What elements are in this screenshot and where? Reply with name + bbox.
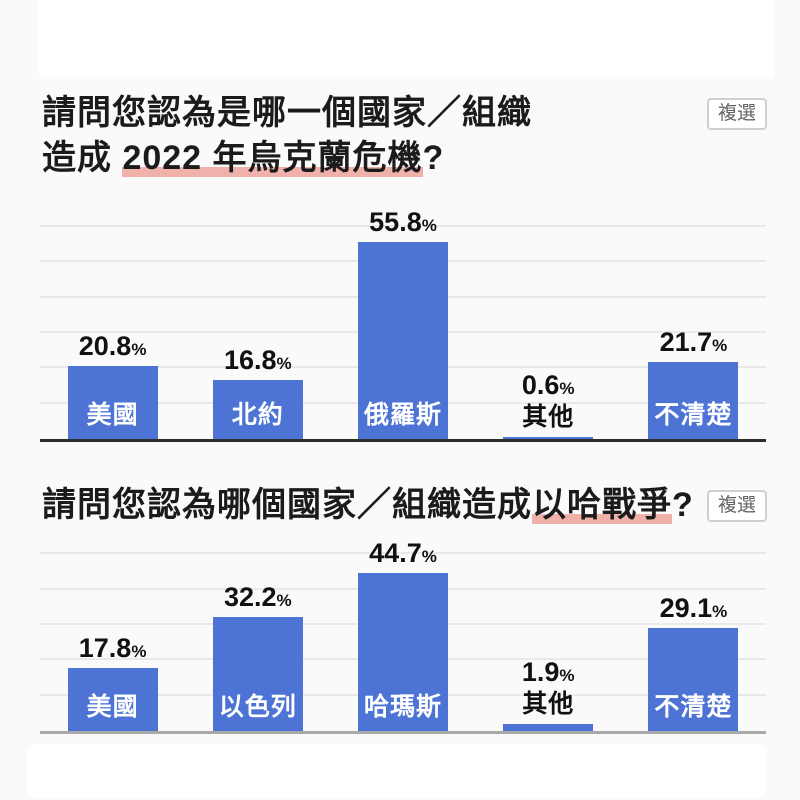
bar-value-label: 1.9% bbox=[521, 657, 575, 687]
bar-labels: 29.1% bbox=[660, 593, 728, 624]
percent-sign: % bbox=[421, 216, 437, 235]
percent-sign: % bbox=[712, 602, 728, 621]
multi-select-badge-1: 複選 bbox=[706, 98, 767, 130]
axis-baseline bbox=[40, 439, 766, 442]
top-white-card bbox=[39, 0, 774, 77]
bar-group: 以色列 32.2% bbox=[185, 531, 330, 731]
bar: 不清楚 bbox=[648, 362, 739, 439]
gridline-50pct bbox=[40, 552, 766, 554]
multi-select-badge-2: 複選 bbox=[706, 490, 767, 522]
percent-sign: % bbox=[559, 666, 575, 685]
bar-labels: 44.7% bbox=[369, 538, 437, 569]
bar-group: 美國 20.8% bbox=[40, 196, 185, 439]
percent-sign: % bbox=[131, 642, 147, 661]
bar: 以色列 bbox=[212, 617, 303, 731]
bar-category-label: 美國 bbox=[86, 693, 139, 721]
bar-category-label: 俄羅斯 bbox=[363, 401, 442, 429]
bar-category-label: 以色列 bbox=[218, 693, 297, 721]
bar: 俄羅斯 bbox=[358, 242, 448, 439]
bar-value-label: 0.6% bbox=[521, 370, 575, 400]
title-text: 請問您認為是哪一個國家／組織 bbox=[42, 94, 532, 132]
bar-category-label: 不清楚 bbox=[654, 693, 733, 721]
question-title-line: 造成 2022 年烏克蘭危機? bbox=[42, 136, 532, 181]
bar-slots: 美國 17.8% 以色列 32.2% 哈瑪斯 44.7% 1.9% 其他 不清楚 29.1% bbox=[40, 531, 766, 731]
bar-category-label: 不清楚 bbox=[654, 401, 733, 429]
bar-value-label: 44.7% bbox=[369, 538, 437, 568]
bar bbox=[503, 724, 594, 731]
question-1-title: 請問您認為是哪一個國家／組織 造成 2022 年烏克蘭危機? bbox=[42, 91, 532, 181]
bar-group: 北約 16.8% bbox=[185, 196, 330, 439]
bar-labels: 32.2% bbox=[224, 582, 292, 613]
bar-value-label: 55.8% bbox=[369, 207, 437, 237]
bar-category-label: 其他 bbox=[522, 403, 575, 431]
bar-group: 美國 17.8% bbox=[40, 531, 185, 731]
bar-slots: 美國 20.8% 北約 16.8% 俄羅斯 55.8% 0.6% 其他 不清楚 21.7% bbox=[40, 196, 766, 439]
bar bbox=[503, 437, 594, 439]
title-text: 請問您認為哪個國家／組織造成 bbox=[42, 486, 532, 524]
bar-category-label: 北約 bbox=[231, 401, 284, 429]
bar-chart-ukraine-crisis: 美國 20.8% 北約 16.8% 俄羅斯 55.8% 0.6% 其他 不清楚 21.7% bbox=[40, 196, 766, 442]
bottom-white-card bbox=[27, 744, 766, 798]
bar-value-label: 29.1% bbox=[659, 593, 728, 623]
question-title-line: 請問您認為哪個國家／組織造成以哈戰爭? bbox=[42, 483, 694, 528]
question-2-title-row: 請問您認為哪個國家／組織造成以哈戰爭? 複選 bbox=[0, 483, 800, 528]
bar-labels: 55.8% bbox=[369, 207, 437, 238]
bar-labels: 17.8% bbox=[79, 633, 147, 664]
bar: 美國 bbox=[67, 366, 158, 439]
bar: 不清楚 bbox=[648, 628, 739, 731]
bar-labels: 16.8% bbox=[224, 345, 292, 376]
percent-sign: % bbox=[276, 591, 292, 610]
axis-baseline bbox=[40, 731, 766, 734]
percent-sign: % bbox=[559, 379, 575, 398]
title-text: ? bbox=[422, 139, 445, 177]
bar: 北約 bbox=[212, 380, 303, 439]
question-2-title: 請問您認為哪個國家／組織造成以哈戰爭? bbox=[42, 483, 694, 528]
bar-group: 俄羅斯 55.8% bbox=[330, 196, 475, 439]
bar-group: 哈瑪斯 44.7% bbox=[330, 531, 475, 731]
bar: 哈瑪斯 bbox=[358, 573, 448, 731]
bar-group: 不清楚 21.7% bbox=[621, 196, 766, 439]
percent-sign: % bbox=[421, 547, 437, 566]
bar-group: 不清楚 29.1% bbox=[621, 531, 766, 731]
gridline-60pct bbox=[40, 225, 766, 227]
bar-labels: 21.7% bbox=[660, 327, 728, 358]
bar-category-label: 美國 bbox=[86, 401, 139, 429]
bar-category-label: 其他 bbox=[522, 690, 575, 718]
bar-labels: 1.9% 其他 bbox=[522, 657, 575, 720]
bar-value-label: 21.7% bbox=[659, 327, 728, 357]
title-text: ? bbox=[672, 486, 694, 524]
bar-value-label: 17.8% bbox=[78, 633, 147, 663]
bar-category-label: 哈瑪斯 bbox=[363, 693, 442, 721]
title-highlight: 2022 年烏克蘭危機 bbox=[122, 139, 423, 177]
bar-value-label: 20.8% bbox=[78, 331, 147, 361]
bar-value-label: 16.8% bbox=[223, 345, 292, 375]
bar-chart-israel-hamas-war: 美國 17.8% 以色列 32.2% 哈瑪斯 44.7% 1.9% 其他 不清楚 29.1% bbox=[40, 531, 766, 734]
percent-sign: % bbox=[131, 340, 147, 359]
question-title-line: 請問您認為是哪一個國家／組織 bbox=[42, 91, 532, 136]
percent-sign: % bbox=[712, 336, 728, 355]
bar-group: 1.9% 其他 bbox=[476, 531, 621, 731]
bar-value-label: 32.2% bbox=[223, 582, 292, 612]
title-text: 造成 bbox=[42, 139, 123, 177]
bar-group: 0.6% 其他 bbox=[476, 196, 621, 439]
percent-sign: % bbox=[276, 354, 292, 373]
bar-labels: 0.6% 其他 bbox=[522, 370, 575, 433]
title-highlight: 以哈戰爭 bbox=[532, 486, 672, 524]
bar-labels: 20.8% bbox=[79, 331, 147, 362]
bar: 美國 bbox=[67, 668, 158, 731]
question-1-title-row: 請問您認為是哪一個國家／組織 造成 2022 年烏克蘭危機? 複選 bbox=[0, 91, 800, 181]
